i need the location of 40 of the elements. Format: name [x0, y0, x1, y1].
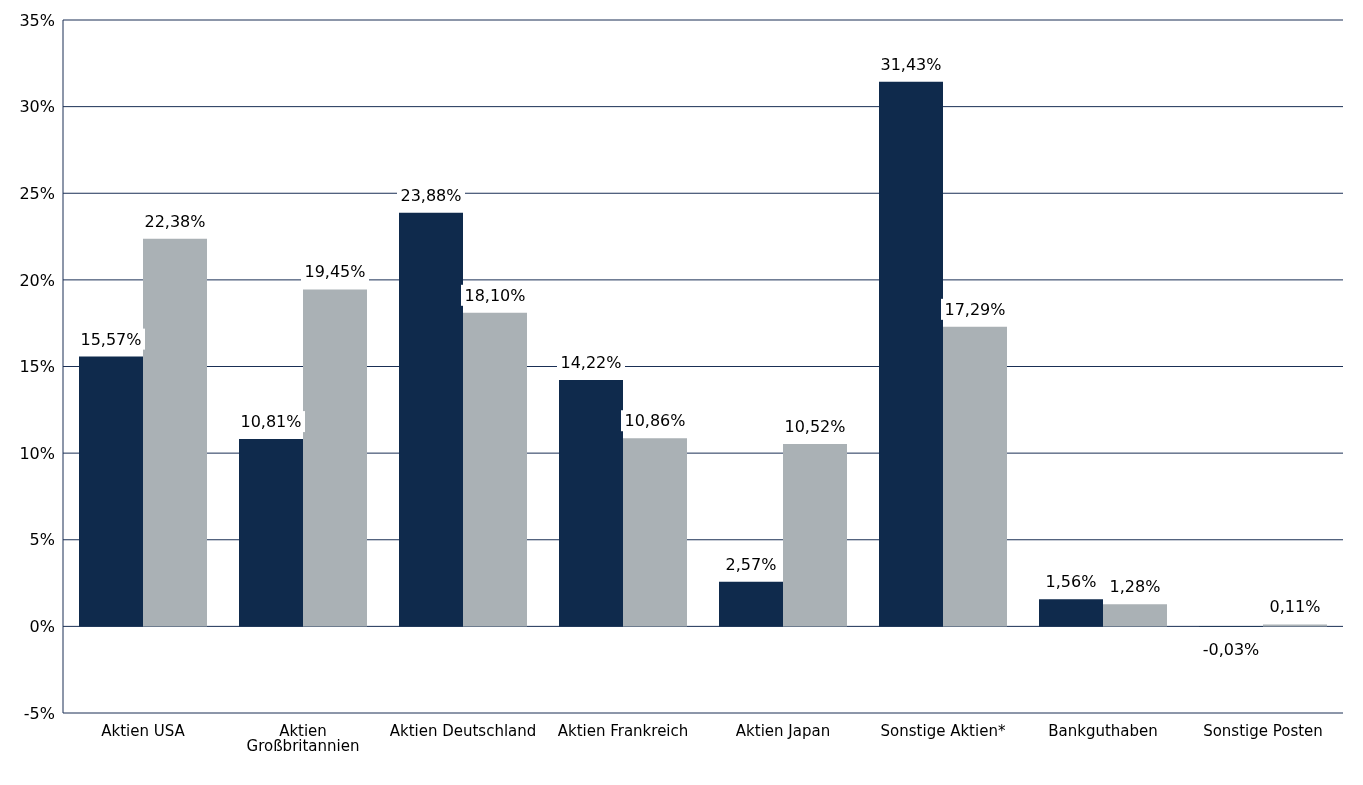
data-label: 0,11% [1269, 597, 1321, 617]
y-tick-label: 30% [19, 97, 55, 117]
data-label: -0,03% [1202, 639, 1260, 659]
x-tick-label: Aktien USA [101, 721, 186, 740]
y-tick-label: 5% [29, 530, 55, 550]
data-label: 23,88% [400, 185, 462, 205]
data-label: 31,43% [880, 54, 942, 74]
bar [1103, 604, 1167, 627]
bar [783, 444, 847, 627]
data-label: 18,10% [464, 285, 526, 305]
data-label: 17,29% [944, 299, 1006, 319]
y-tick-label: -5% [23, 703, 55, 723]
y-tick-label: 10% [19, 443, 55, 463]
x-tick-label: Aktien Japan [735, 721, 831, 740]
data-label: 1,28% [1109, 577, 1161, 597]
x-tick-label: Sonstige Posten [1203, 721, 1323, 740]
data-label: 10,81% [240, 412, 302, 432]
y-tick-label: 35% [19, 10, 55, 30]
data-label: 10,52% [784, 417, 846, 437]
y-tick-label: 0% [29, 617, 55, 637]
data-label: 15,57% [80, 329, 142, 349]
x-tick-label: Aktien Deutschland [389, 721, 537, 740]
y-tick-label: 20% [19, 270, 55, 290]
y-tick-label: 15% [19, 357, 55, 377]
bar [303, 289, 367, 627]
bar [623, 438, 687, 627]
data-label: 14,22% [560, 353, 622, 373]
data-label: 10,86% [624, 411, 686, 431]
y-tick-label: 25% [19, 183, 55, 203]
bar [943, 326, 1007, 627]
x-tick-label: Aktien Großbritannien [246, 721, 360, 755]
bar [463, 312, 527, 627]
x-tick-label: Sonstige Aktien* [880, 721, 1006, 740]
data-label: 1,56% [1045, 572, 1097, 592]
data-label: 2,57% [725, 554, 777, 574]
data-label: 19,45% [304, 262, 366, 282]
x-tick-label: Bankguthaben [1048, 721, 1158, 740]
bar [143, 238, 207, 627]
x-tick-label: Aktien Frankreich [557, 721, 689, 740]
data-label: 22,38% [144, 211, 206, 231]
